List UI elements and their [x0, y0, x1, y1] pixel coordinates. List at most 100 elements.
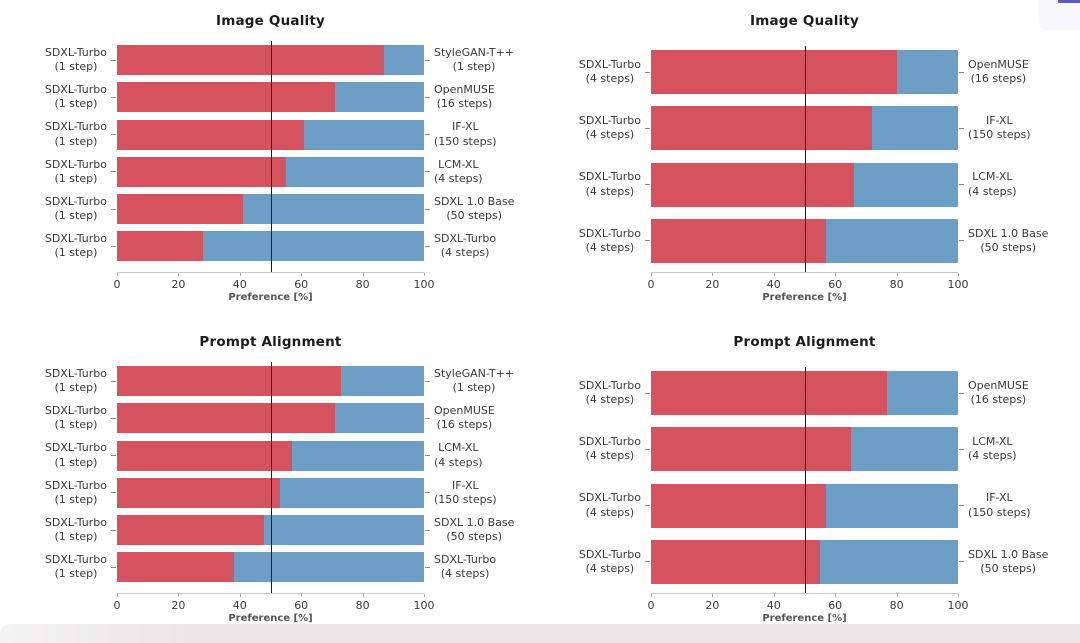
- right-model-segment: [233, 552, 424, 583]
- y-tick-mark-right: [424, 231, 434, 261]
- y-tick-mark-left: [641, 106, 651, 150]
- right-model-segment: [264, 515, 424, 546]
- y-tick-mark-left: [641, 371, 651, 415]
- x-tick-mark: [773, 594, 775, 597]
- left-model-segment: [651, 539, 820, 584]
- left-model-segment: [651, 106, 873, 151]
- bar-row: SDXL-Turbo (4 steps) IF-XL (150 steps): [537, 483, 1077, 528]
- preference-bar: [651, 427, 958, 472]
- preference-bar: [117, 119, 424, 150]
- x-axis-label: Preference [%]: [762, 613, 847, 624]
- x-tick-label: 80: [889, 599, 904, 612]
- y-tick-mark-right: [424, 45, 434, 75]
- x-tick-label: 40: [232, 599, 247, 612]
- bar-row: SDXL-Turbo (4 steps) SDXL 1.0 Base (50 st…: [537, 539, 1077, 584]
- preference-bar: [651, 483, 958, 528]
- left-model-label: SDXL-Turbo (4 steps): [578, 114, 641, 142]
- preference-bar: [117, 403, 424, 434]
- left-model-label: SDXL-Turbo (4 steps): [578, 547, 641, 575]
- right-model-label: SDXL 1.0 Base (50 steps): [968, 547, 1049, 575]
- x-axis: 0 20 40 60 80 100: [114, 593, 435, 617]
- preference-bar: [117, 156, 424, 187]
- right-model-segment: [291, 440, 424, 471]
- preference-bar: [117, 477, 424, 508]
- right-model-segment: [334, 403, 424, 434]
- y-tick-mark-left: [107, 403, 117, 433]
- right-model-label: IF-XL (150 steps): [968, 114, 1031, 142]
- preference-bar: [117, 366, 424, 396]
- x-tick-label: 100: [413, 278, 435, 291]
- y-tick-mark-right: [424, 194, 434, 224]
- bar-row: SDXL-Turbo (1 step) IF-XL (150 steps): [3, 119, 543, 150]
- y-tick-mark-left: [107, 194, 117, 224]
- left-model-label: SDXL-Turbo (4 steps): [578, 170, 641, 198]
- y-tick-mark-right: [424, 515, 434, 545]
- bar-row: SDXL-Turbo (1 step) StyleGAN-T++ (1 step): [3, 45, 543, 75]
- y-tick-mark-right: [958, 219, 968, 263]
- left-model-segment: [117, 156, 286, 187]
- x-tick-label: 20: [705, 599, 720, 612]
- left-model-segment: [117, 515, 265, 546]
- right-model-label: OpenMUSE (16 steps): [968, 57, 1029, 85]
- right-model-segment: [872, 106, 958, 151]
- right-model-segment: [341, 366, 424, 396]
- y-tick-mark-right: [424, 82, 434, 112]
- left-model-label: SDXL-Turbo (1 step): [44, 157, 107, 185]
- x-tick-label: 20: [705, 278, 720, 291]
- x-tick-mark: [651, 273, 652, 276]
- x-tick-mark: [773, 273, 775, 276]
- chart-rows: SDXL-Turbo (4 steps) OpenMUSE (16 steps) S…: [537, 371, 1077, 584]
- x-tick-label: 40: [232, 278, 247, 291]
- chart-title: Image Quality: [215, 13, 326, 29]
- right-model-segment: [887, 371, 958, 415]
- x-tick-mark: [239, 594, 241, 597]
- x-tick-label: 100: [947, 599, 969, 612]
- x-tick-mark: [362, 594, 364, 597]
- y-tick-mark-right: [424, 552, 434, 582]
- right-model-label: LCM-XL (4 steps): [434, 157, 483, 185]
- chart-image-quality-1step: Image Quality SDXL-Turbo (1 step) StyleGA…: [3, 0, 543, 321]
- y-tick-mark-right: [958, 106, 968, 150]
- right-model-label: SDXL 1.0 Base (50 steps): [434, 194, 515, 223]
- x-tick-mark: [651, 594, 652, 597]
- chart-title: Image Quality: [749, 13, 860, 29]
- chart-prompt-alignment-1step: Prompt Alignment SDXL-Turbo (1 step) Styl…: [3, 321, 543, 642]
- x-axis-label: Preference [%]: [228, 613, 313, 624]
- right-model-segment: [825, 218, 958, 263]
- y-tick-mark-left: [107, 120, 117, 150]
- right-model-label: StyleGAN-T++ (1 step): [434, 45, 515, 73]
- left-model-label: SDXL-Turbo (1 step): [44, 45, 107, 73]
- y-tick-mark-right: [424, 120, 434, 150]
- x-tick-mark: [896, 594, 898, 597]
- left-model-label: SDXL-Turbo (1 step): [44, 515, 107, 544]
- y-tick-mark-left: [107, 552, 117, 582]
- y-tick-mark-right: [958, 371, 968, 415]
- x-tick-mark: [835, 273, 837, 276]
- left-model-segment: [651, 162, 854, 207]
- y-tick-mark-left: [107, 231, 117, 261]
- y-tick-mark-right: [424, 478, 434, 508]
- x-tick-mark: [712, 273, 714, 276]
- left-model-segment: [651, 483, 826, 528]
- right-model-segment: [242, 194, 424, 225]
- y-tick-mark-left: [107, 366, 117, 396]
- left-model-segment: [651, 50, 897, 94]
- x-tick-label: 100: [413, 599, 435, 612]
- y-tick-mark-right: [958, 163, 968, 207]
- y-tick-mark-left: [107, 82, 117, 112]
- right-model-segment: [334, 82, 424, 113]
- chart-title: Prompt Alignment: [199, 334, 342, 350]
- left-model-segment: [651, 218, 826, 263]
- right-model-segment: [285, 156, 424, 187]
- preference-bar: [117, 515, 424, 546]
- left-model-segment: [117, 366, 342, 396]
- right-model-label: IF-XL (150 steps): [434, 478, 497, 506]
- left-model-label: SDXL-Turbo (4 steps): [578, 435, 641, 463]
- x-tick-mark: [896, 273, 898, 276]
- fifty-percent-midline: [804, 367, 806, 593]
- y-tick-mark-left: [641, 219, 651, 263]
- y-tick-mark-left: [641, 427, 651, 471]
- left-model-label: SDXL-Turbo (1 step): [44, 404, 107, 432]
- x-tick-mark: [424, 594, 425, 597]
- right-model-label: LCM-XL (4 steps): [968, 435, 1017, 463]
